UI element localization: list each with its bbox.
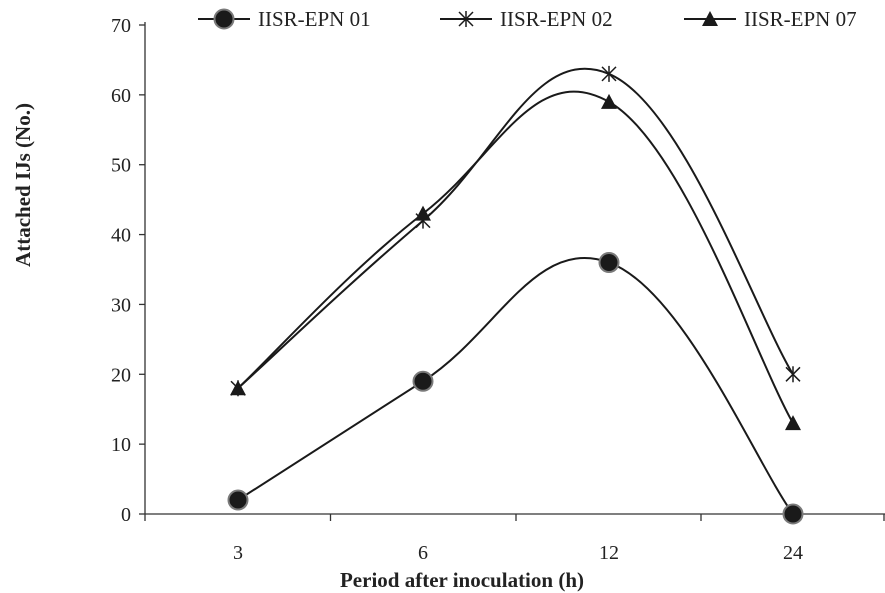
x-tick-label: 12 [599,542,619,564]
data-point [598,252,620,274]
series-3 [230,90,801,431]
data-point [601,65,617,82]
data-point [412,370,434,392]
y-tick-label: 0 [121,504,131,526]
y-tick-label: 30 [111,294,131,316]
legend-marker [702,11,718,26]
data-point [785,366,801,383]
x-axis-title: Period after inoculation (h) [340,568,584,592]
series-1 [227,252,804,525]
legend-label: IISR-EPN 07 [744,7,857,31]
legend-label: IISR-EPN 02 [500,7,613,31]
y-tick-label: 50 [111,155,131,177]
legend: IISR-EPN 01 IISR-EPN 02 IISR-EPN 07 [198,7,857,31]
data-point [227,489,249,511]
legend-marker [458,11,474,27]
legend-marker [213,8,235,30]
legend-item-1: IISR-EPN 01 [198,7,371,31]
y-tick-label: 60 [111,85,131,107]
y-tick-label: 10 [111,434,131,456]
legend-label: IISR-EPN 01 [258,7,371,31]
series-line [237,67,794,389]
legend-item-3: IISR-EPN 07 [684,7,857,31]
y-tick-label: 40 [111,225,131,247]
data-point [782,503,804,525]
data-point [601,93,617,109]
y-tick-label: 20 [111,364,131,386]
data-point [230,380,246,396]
x-tick-label: 3 [233,542,243,564]
series-line [237,257,794,515]
data-point [415,205,431,221]
tick-labels: 0 10 20 30 40 50 60 70 3 6 12 24 [111,15,803,564]
data-point [785,415,801,431]
series-line [237,90,794,424]
series-layer [227,65,804,525]
x-tick-label: 24 [783,542,803,564]
y-tick-label: 70 [111,15,131,37]
x-tick-label: 6 [418,542,428,564]
series-2 [230,65,801,397]
y-axis-title: Attached IJs (No.) [11,103,35,267]
legend-item-2: IISR-EPN 02 [440,7,613,31]
axes [139,22,885,521]
